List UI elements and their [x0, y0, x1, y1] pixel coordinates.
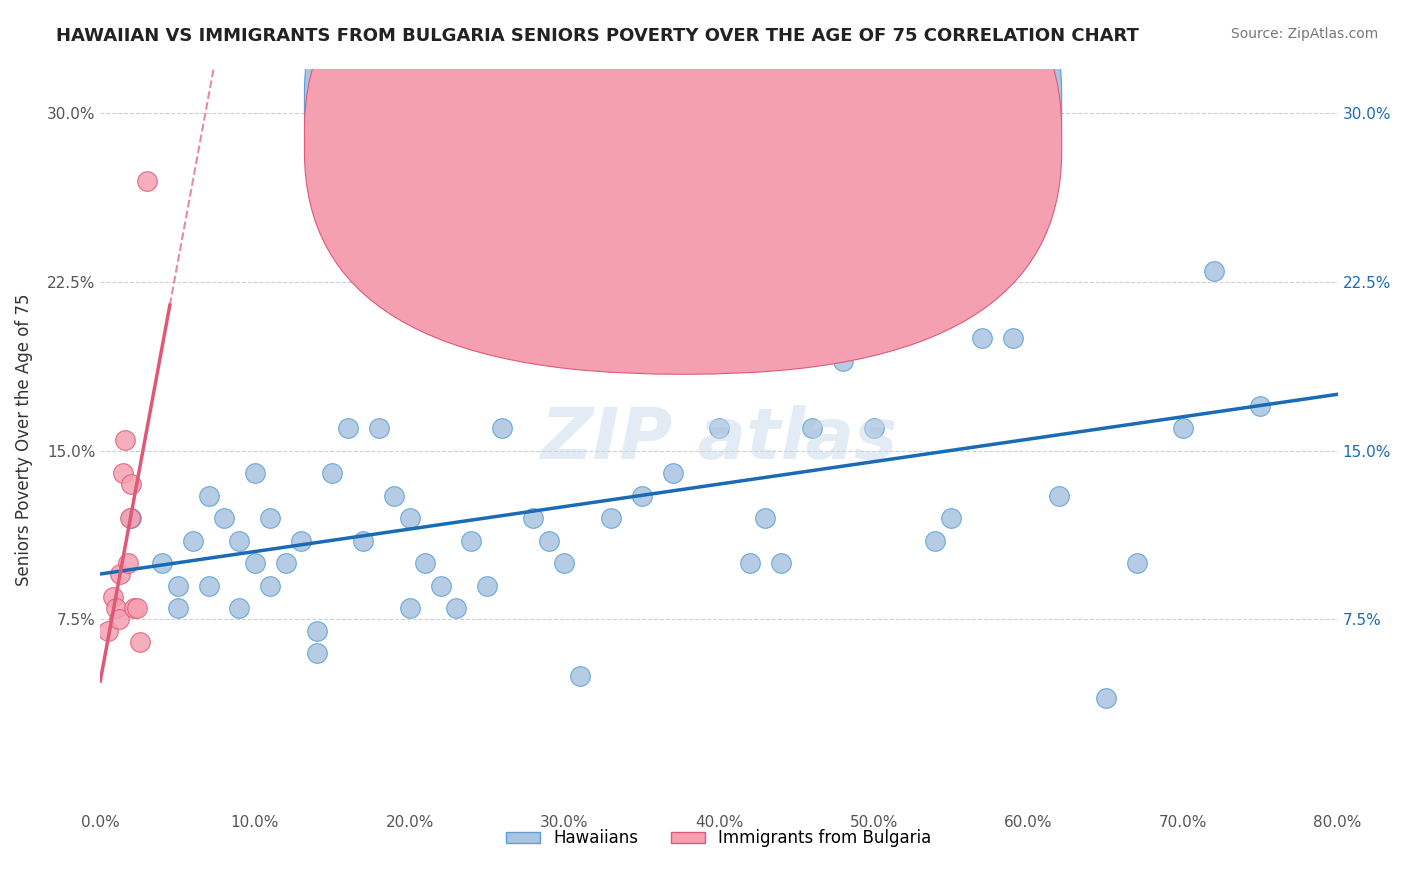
- Point: [429, 579, 451, 593]
- Point: [228, 533, 250, 548]
- Legend: Hawaiians, Immigrants from Bulgaria: Hawaiians, Immigrants from Bulgaria: [499, 822, 938, 855]
- Point: [243, 556, 266, 570]
- Point: [112, 467, 135, 481]
- Point: [1249, 399, 1271, 413]
- Point: [114, 433, 136, 447]
- Point: [243, 467, 266, 481]
- Point: [166, 601, 188, 615]
- Point: [862, 421, 884, 435]
- Point: [124, 601, 146, 615]
- FancyBboxPatch shape: [651, 69, 1047, 172]
- Point: [1094, 691, 1116, 706]
- Text: R = 0.366   N = 57: R = 0.366 N = 57: [695, 93, 851, 111]
- Point: [738, 556, 761, 570]
- Point: [135, 174, 157, 188]
- Point: [661, 467, 683, 481]
- Point: [352, 533, 374, 548]
- Point: [800, 421, 823, 435]
- Point: [522, 511, 544, 525]
- Point: [707, 421, 730, 435]
- Point: [769, 556, 792, 570]
- FancyBboxPatch shape: [305, 0, 1062, 375]
- Point: [228, 601, 250, 615]
- Point: [413, 556, 436, 570]
- FancyBboxPatch shape: [305, 0, 1062, 337]
- Point: [101, 590, 124, 604]
- Point: [568, 668, 591, 682]
- Point: [1047, 489, 1070, 503]
- Point: [259, 579, 281, 593]
- Point: [475, 579, 498, 593]
- Point: [197, 579, 219, 593]
- Point: [108, 612, 131, 626]
- Point: [212, 511, 235, 525]
- Point: [444, 601, 467, 615]
- Point: [150, 556, 173, 570]
- Point: [382, 489, 405, 503]
- Point: [398, 511, 420, 525]
- Point: [181, 533, 204, 548]
- Point: [970, 331, 993, 345]
- Point: [491, 421, 513, 435]
- Point: [104, 601, 127, 615]
- Point: [1001, 331, 1024, 345]
- Point: [553, 556, 575, 570]
- Point: [259, 511, 281, 525]
- Point: [120, 477, 142, 491]
- Point: [120, 511, 142, 525]
- Point: [537, 533, 560, 548]
- Point: [692, 174, 714, 188]
- Text: Source: ZipAtlas.com: Source: ZipAtlas.com: [1230, 27, 1378, 41]
- Point: [118, 511, 141, 525]
- Point: [630, 489, 652, 503]
- Point: [274, 556, 297, 570]
- Text: HAWAIIAN VS IMMIGRANTS FROM BULGARIA SENIORS POVERTY OVER THE AGE OF 75 CORRELAT: HAWAIIAN VS IMMIGRANTS FROM BULGARIA SEN…: [56, 27, 1139, 45]
- Point: [1171, 421, 1194, 435]
- Point: [117, 556, 139, 570]
- Point: [1202, 264, 1225, 278]
- Point: [754, 511, 776, 525]
- Point: [97, 624, 120, 638]
- Point: [305, 646, 328, 660]
- Point: [290, 533, 312, 548]
- Text: R = 0.512   N = 14: R = 0.512 N = 14: [695, 130, 852, 148]
- Point: [939, 511, 962, 525]
- Point: [1125, 556, 1147, 570]
- Y-axis label: Seniors Poverty Over the Age of 75: Seniors Poverty Over the Age of 75: [15, 293, 32, 586]
- Point: [893, 174, 915, 188]
- Point: [197, 489, 219, 503]
- Point: [367, 421, 389, 435]
- Point: [924, 533, 946, 548]
- Point: [127, 601, 149, 615]
- Point: [398, 601, 420, 615]
- Point: [599, 511, 621, 525]
- Point: [321, 467, 343, 481]
- Point: [110, 567, 132, 582]
- Point: [831, 353, 853, 368]
- Text: ZIP atlas: ZIP atlas: [540, 405, 897, 474]
- Point: [336, 421, 359, 435]
- Point: [129, 635, 152, 649]
- Point: [305, 624, 328, 638]
- Point: [166, 579, 188, 593]
- Point: [460, 533, 482, 548]
